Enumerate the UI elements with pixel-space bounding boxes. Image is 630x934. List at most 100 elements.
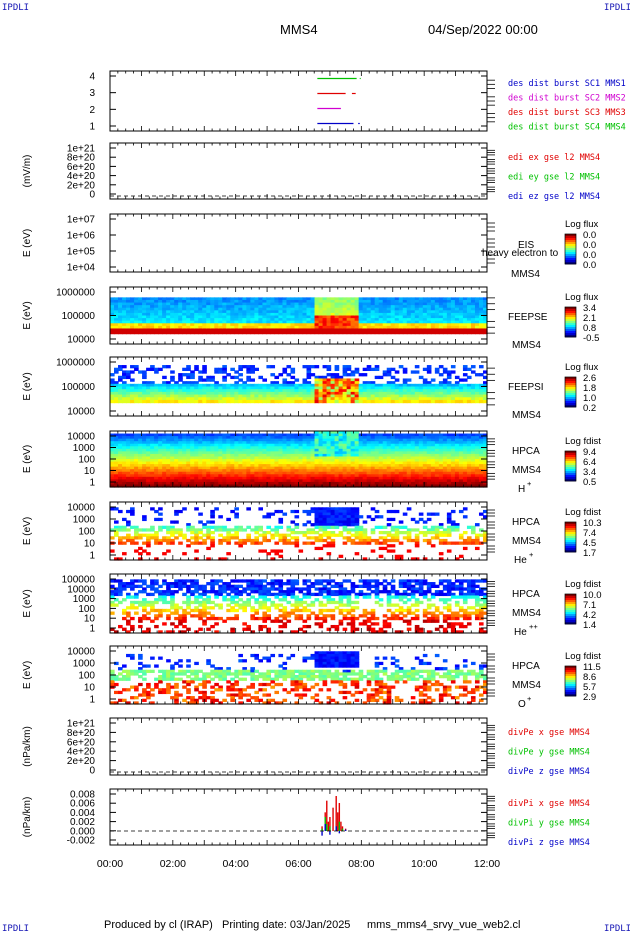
heatmap-cell — [250, 310, 255, 314]
heatmap-cell — [378, 469, 384, 473]
heatmap-cell — [474, 312, 480, 317]
heatmap-cell — [322, 464, 328, 468]
heatmap-cell — [134, 443, 139, 447]
heatmap-cell — [226, 464, 231, 468]
heatmap-cell — [210, 459, 215, 463]
heatmap-cell — [290, 394, 296, 398]
heatmap-cell — [374, 443, 380, 447]
heatmap-cell — [426, 451, 432, 455]
heatmap-cell — [346, 365, 352, 369]
heatmap-cell — [362, 307, 368, 311]
heatmap-cell — [130, 302, 135, 306]
heatmap-cell — [334, 323, 340, 327]
heatmap-cell — [302, 320, 308, 324]
heatmap-cell — [398, 471, 404, 475]
heatmap-cell — [370, 323, 376, 327]
heatmap-cell — [434, 484, 440, 488]
heatmap-cell — [402, 438, 408, 442]
heatmap-cell — [198, 315, 203, 319]
heatmap-cell — [298, 305, 304, 309]
heatmap-cell — [330, 433, 336, 437]
heatmap-cell — [146, 299, 151, 304]
heatmap-cell — [266, 297, 272, 301]
heatmap-cell — [478, 373, 484, 377]
heatmap-cell — [430, 302, 436, 306]
heatmap-cell — [178, 438, 183, 442]
heatmap-cell — [258, 320, 264, 324]
heatmap-cell — [126, 479, 131, 483]
heatmap-cell — [282, 443, 288, 447]
heatmap-cell — [250, 383, 255, 388]
heatmap-cell — [478, 310, 484, 314]
y-tick-label: 10000 — [67, 335, 95, 346]
heatmap-cell — [238, 320, 243, 324]
heatmap-cell — [334, 451, 340, 455]
heatmap-cell — [466, 394, 472, 398]
heatmap-cell — [426, 310, 432, 314]
heatmap-cell — [350, 484, 356, 488]
heatmap-cell — [270, 323, 276, 327]
heatmap-cell — [210, 307, 215, 311]
heatmap-cell — [298, 459, 304, 463]
heatmap-cell — [330, 302, 336, 306]
heatmap-cell — [354, 433, 360, 437]
heatmap-cell — [462, 378, 468, 382]
heatmap-cell — [162, 394, 167, 398]
heatmap-cell — [110, 378, 115, 382]
heatmap-cell — [378, 310, 384, 314]
heatmap-cell — [342, 386, 348, 390]
heatmap-cell — [354, 446, 360, 450]
heatmap-cell — [442, 331, 448, 335]
heatmap-cell — [130, 474, 135, 478]
heatmap-cell — [450, 297, 456, 301]
heatmap-cell — [306, 464, 312, 468]
heatmap-cell — [370, 433, 376, 437]
heatmap-cell — [482, 438, 488, 442]
heatmap-cell — [242, 315, 247, 319]
heatmap-cell — [306, 389, 312, 393]
heatmap-cell — [110, 312, 115, 317]
heatmap-cell — [422, 433, 428, 437]
heatmap-cell — [478, 305, 484, 309]
heatmap-cell — [390, 479, 396, 483]
heatmap-cell — [158, 394, 163, 398]
heatmap-cell — [254, 310, 259, 314]
heatmap-cell — [278, 325, 284, 330]
heatmap-cell — [446, 320, 452, 324]
heatmap-cell — [394, 383, 400, 388]
heatmap-cell — [294, 448, 300, 452]
heatmap-cell — [478, 307, 484, 311]
heatmap-cell — [430, 476, 436, 480]
heatmap-cell — [222, 464, 227, 468]
heatmap-cell — [302, 328, 308, 332]
heatmap-cell — [366, 318, 372, 322]
heatmap-cell — [402, 383, 408, 388]
heatmap-cell — [142, 315, 147, 319]
heatmap-cell — [474, 484, 480, 488]
heatmap-cell — [234, 484, 239, 488]
heatmap-cell — [306, 394, 312, 398]
heatmap-cell — [122, 484, 127, 488]
heatmap-cell — [462, 479, 468, 483]
heatmap-cell — [418, 446, 424, 450]
heatmap-cell — [482, 436, 488, 440]
heatmap-cell — [382, 459, 388, 463]
heatmap-cell — [174, 299, 179, 304]
heatmap-cell — [142, 383, 147, 388]
heatmap-cell — [370, 389, 376, 393]
heatmap-cell — [482, 381, 488, 385]
heatmap-cell — [134, 391, 139, 396]
heatmap-cell — [178, 389, 183, 393]
heatmap-cell — [126, 318, 131, 322]
heatmap-cell — [322, 446, 328, 450]
heatmap-cell — [246, 441, 251, 445]
heatmap-cell — [374, 469, 380, 473]
heatmap-cell — [294, 474, 300, 478]
heatmap-cell — [334, 389, 340, 393]
heatmap-cell — [410, 315, 416, 319]
heatmap-cell — [238, 367, 243, 372]
heatmap-cell — [470, 399, 476, 404]
heatmap-cell — [334, 453, 340, 458]
heatmap-cell — [310, 312, 316, 317]
heatmap-cell — [218, 325, 223, 330]
